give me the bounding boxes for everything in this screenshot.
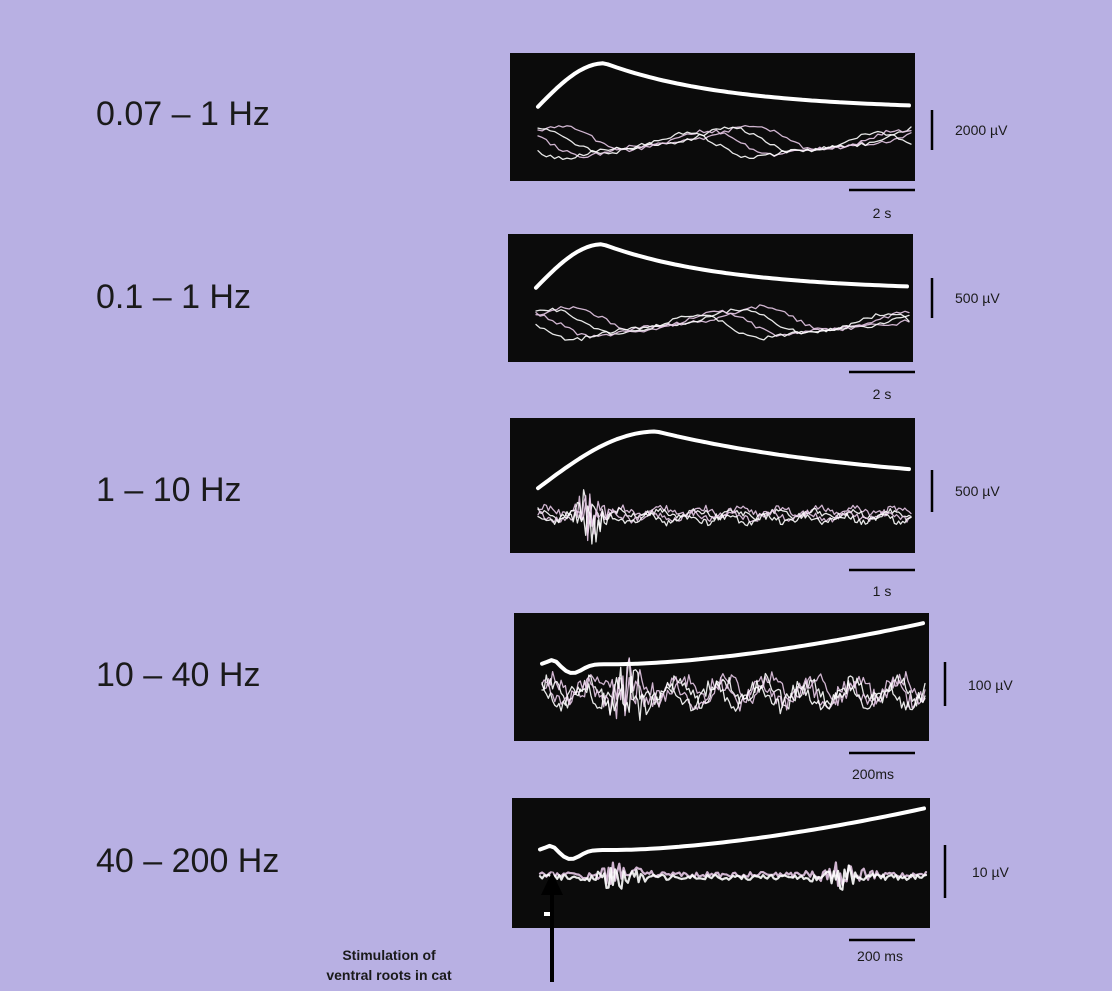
- raw-trace: [537, 493, 912, 542]
- trace-group: [534, 242, 910, 342]
- amplitude-scale-label: 500 µV: [955, 483, 1000, 499]
- frequency-band-label: 0.07 – 1 Hz: [96, 95, 270, 133]
- stimulus-caption-line1: Stimulation of: [342, 947, 436, 963]
- time-scale-label: 2 s: [873, 205, 892, 221]
- amplitude-scale-label: 10 µV: [972, 864, 1010, 880]
- trace-group: [538, 806, 928, 891]
- envelope-trace: [538, 806, 926, 861]
- band-panel: 40 – 200 Hz 10 µV 200 ms: [96, 798, 1010, 964]
- raw-trace: [537, 129, 912, 159]
- band-panel: 1 – 10 Hz 500 µV 1 s: [96, 418, 1000, 599]
- raw-trace: [537, 130, 912, 161]
- raw-trace: [538, 864, 928, 891]
- trace-group: [536, 429, 912, 545]
- recording-panel: [510, 53, 915, 181]
- recording-panel: [512, 798, 930, 928]
- raw-trace: [541, 666, 926, 721]
- up-arrow-icon: [541, 872, 563, 895]
- stimulus-annotation: Stimulation of ventral roots in cat: [326, 872, 563, 983]
- frequency-band-label: 10 – 40 Hz: [96, 656, 260, 694]
- envelope-trace: [536, 429, 911, 491]
- frequency-band-label: 1 – 10 Hz: [96, 471, 242, 509]
- amplitude-scale-label: 500 µV: [955, 290, 1000, 306]
- amplitude-scale-label: 100 µV: [968, 677, 1013, 693]
- frequency-band-label: 40 – 200 Hz: [96, 842, 279, 880]
- band-panel: 10 – 40 Hz 100 µV 200ms: [96, 613, 1013, 782]
- envelope-trace: [534, 242, 909, 290]
- raw-trace: [538, 861, 928, 887]
- envelope-trace: [540, 621, 925, 675]
- time-scale-label: 200 ms: [857, 948, 903, 964]
- raw-trace: [537, 505, 912, 545]
- trace-group: [540, 621, 926, 721]
- panels-layer: 0.07 – 1 Hz 2000 µV 2 s 0.1 – 1 Hz 500 µV 2 s…: [96, 53, 1013, 964]
- stimulus-marker: [544, 912, 554, 916]
- stimulus-caption-line2: ventral roots in cat: [326, 967, 452, 983]
- recording-panel: [508, 234, 913, 362]
- time-scale-label: 1 s: [873, 583, 892, 599]
- frequency-band-label: 0.1 – 1 Hz: [96, 278, 251, 316]
- band-panel: 0.07 – 1 Hz 2000 µV 2 s: [96, 53, 1008, 221]
- trace-group: [536, 61, 912, 161]
- recording-panel: [510, 418, 915, 553]
- band-panel: 0.1 – 1 Hz 500 µV 2 s: [96, 234, 1000, 402]
- time-scale-label: 2 s: [873, 386, 892, 402]
- raw-trace: [535, 309, 910, 339]
- amplitude-scale-label: 2000 µV: [955, 122, 1008, 138]
- raw-trace: [535, 313, 910, 342]
- envelope-trace: [536, 61, 911, 109]
- time-scale-label: 200ms: [852, 766, 894, 782]
- raw-trace: [537, 124, 912, 153]
